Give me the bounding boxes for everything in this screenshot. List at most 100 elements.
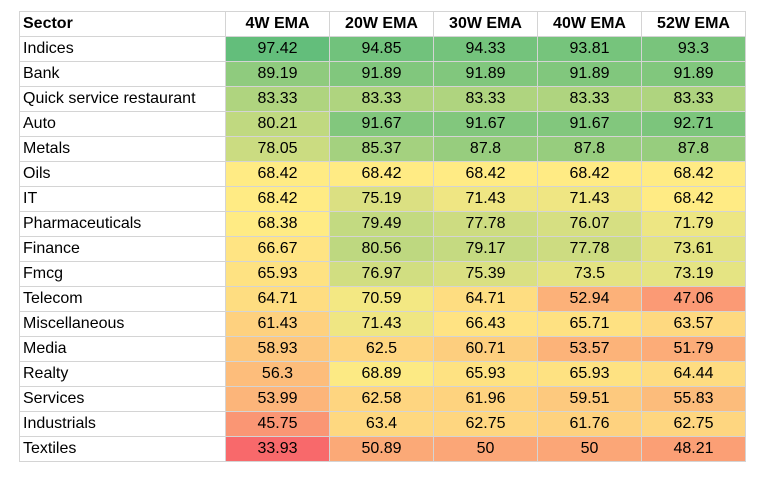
ema-value-cell: 63.57 <box>641 311 746 337</box>
ema-value-cell: 48.21 <box>641 436 746 462</box>
sector-name-cell: Services <box>19 386 226 412</box>
ema-value-cell: 61.76 <box>537 411 642 437</box>
ema-value-cell: 76.97 <box>329 261 434 287</box>
ema-value-cell: 83.33 <box>537 86 642 112</box>
ema-value-cell: 83.33 <box>225 86 330 112</box>
ema-value-cell: 60.71 <box>433 336 538 362</box>
table-row: Finance 66.67 80.56 79.17 77.78 73.61 <box>19 236 746 262</box>
ema-value-cell: 65.93 <box>433 361 538 387</box>
sector-ema-table: Sector 4W EMA 20W EMA 30W EMA 40W EMA 52… <box>19 11 746 462</box>
ema-value-cell: 64.71 <box>433 286 538 312</box>
ema-value-cell: 65.93 <box>225 261 330 287</box>
table-row: Industrials 45.75 63.4 62.75 61.76 62.75 <box>19 411 746 437</box>
table-body: Indices 97.42 94.85 94.33 93.81 93.3 Bank 89.19… <box>19 36 746 462</box>
ema-value-cell: 97.42 <box>225 36 330 62</box>
ema-value-cell: 91.89 <box>641 61 746 87</box>
ema-value-cell: 91.67 <box>329 111 434 137</box>
ema-value-cell: 68.89 <box>329 361 434 387</box>
header-20w-ema: 20W EMA <box>329 11 434 37</box>
ema-value-cell: 77.78 <box>537 236 642 262</box>
table-row: Fmcg 65.93 76.97 75.39 73.5 73.19 <box>19 261 746 287</box>
ema-value-cell: 85.37 <box>329 136 434 162</box>
ema-value-cell: 71.43 <box>329 311 434 337</box>
ema-value-cell: 51.79 <box>641 336 746 362</box>
table-row: Realty 56.3 68.89 65.93 65.93 64.44 <box>19 361 746 387</box>
ema-value-cell: 53.99 <box>225 386 330 412</box>
ema-value-cell: 55.83 <box>641 386 746 412</box>
header-sector: Sector <box>19 11 226 37</box>
ema-value-cell: 62.5 <box>329 336 434 362</box>
table-row: Pharmaceuticals 68.38 79.49 77.78 76.07 71.79 <box>19 211 746 237</box>
ema-value-cell: 50.89 <box>329 436 434 462</box>
ema-value-cell: 62.75 <box>641 411 746 437</box>
ema-value-cell: 68.42 <box>329 161 434 187</box>
ema-value-cell: 63.4 <box>329 411 434 437</box>
table-row: Quick service restaurant 83.33 83.33 83.33 8… <box>19 86 746 112</box>
sector-name-cell: Media <box>19 336 226 362</box>
ema-value-cell: 53.57 <box>537 336 642 362</box>
ema-value-cell: 68.42 <box>225 161 330 187</box>
ema-value-cell: 50 <box>537 436 642 462</box>
sector-name-cell: Textiles <box>19 436 226 462</box>
ema-value-cell: 33.93 <box>225 436 330 462</box>
ema-value-cell: 68.42 <box>641 186 746 212</box>
ema-value-cell: 62.75 <box>433 411 538 437</box>
sector-name-cell: Finance <box>19 236 226 262</box>
ema-value-cell: 68.38 <box>225 211 330 237</box>
ema-value-cell: 91.67 <box>537 111 642 137</box>
ema-value-cell: 87.8 <box>433 136 538 162</box>
sector-name-cell: Quick service restaurant <box>19 86 226 112</box>
table-row: Oils 68.42 68.42 68.42 68.42 68.42 <box>19 161 746 187</box>
ema-value-cell: 83.33 <box>329 86 434 112</box>
ema-value-cell: 77.78 <box>433 211 538 237</box>
table-row: IT 68.42 75.19 71.43 71.43 68.42 <box>19 186 746 212</box>
sector-name-cell: Oils <box>19 161 226 187</box>
sector-name-cell: Indices <box>19 36 226 62</box>
table-row: Auto 80.21 91.67 91.67 91.67 92.71 <box>19 111 746 137</box>
ema-value-cell: 75.39 <box>433 261 538 287</box>
ema-value-cell: 61.43 <box>225 311 330 337</box>
ema-value-cell: 94.33 <box>433 36 538 62</box>
ema-value-cell: 75.19 <box>329 186 434 212</box>
ema-value-cell: 93.3 <box>641 36 746 62</box>
table-row: Textiles 33.93 50.89 50 50 48.21 <box>19 436 746 462</box>
ema-value-cell: 71.43 <box>537 186 642 212</box>
ema-value-cell: 68.42 <box>537 161 642 187</box>
ema-value-cell: 66.43 <box>433 311 538 337</box>
ema-value-cell: 50 <box>433 436 538 462</box>
ema-value-cell: 47.06 <box>641 286 746 312</box>
sector-name-cell: Realty <box>19 361 226 387</box>
ema-value-cell: 58.93 <box>225 336 330 362</box>
ema-value-cell: 56.3 <box>225 361 330 387</box>
sector-name-cell: Telecom <box>19 286 226 312</box>
ema-value-cell: 79.17 <box>433 236 538 262</box>
ema-value-cell: 65.93 <box>537 361 642 387</box>
ema-value-cell: 94.85 <box>329 36 434 62</box>
ema-value-cell: 68.42 <box>433 161 538 187</box>
header-30w-ema: 30W EMA <box>433 11 538 37</box>
ema-value-cell: 52.94 <box>537 286 642 312</box>
ema-value-cell: 64.71 <box>225 286 330 312</box>
ema-value-cell: 68.42 <box>641 161 746 187</box>
sector-name-cell: Bank <box>19 61 226 87</box>
ema-value-cell: 93.81 <box>537 36 642 62</box>
table-row: Telecom 64.71 70.59 64.71 52.94 47.06 <box>19 286 746 312</box>
sector-name-cell: Metals <box>19 136 226 162</box>
ema-value-cell: 91.89 <box>329 61 434 87</box>
sector-name-cell: Industrials <box>19 411 226 437</box>
header-4w-ema: 4W EMA <box>225 11 330 37</box>
ema-value-cell: 71.79 <box>641 211 746 237</box>
table-row: Services 53.99 62.58 61.96 59.51 55.83 <box>19 386 746 412</box>
ema-value-cell: 78.05 <box>225 136 330 162</box>
sector-name-cell: Pharmaceuticals <box>19 211 226 237</box>
ema-value-cell: 91.89 <box>433 61 538 87</box>
ema-value-cell: 83.33 <box>641 86 746 112</box>
header-52w-ema: 52W EMA <box>641 11 746 37</box>
ema-value-cell: 92.71 <box>641 111 746 137</box>
ema-value-cell: 80.21 <box>225 111 330 137</box>
ema-value-cell: 71.43 <box>433 186 538 212</box>
table-row: Bank 89.19 91.89 91.89 91.89 91.89 <box>19 61 746 87</box>
sector-name-cell: IT <box>19 186 226 212</box>
sector-name-cell: Miscellaneous <box>19 311 226 337</box>
ema-value-cell: 73.19 <box>641 261 746 287</box>
